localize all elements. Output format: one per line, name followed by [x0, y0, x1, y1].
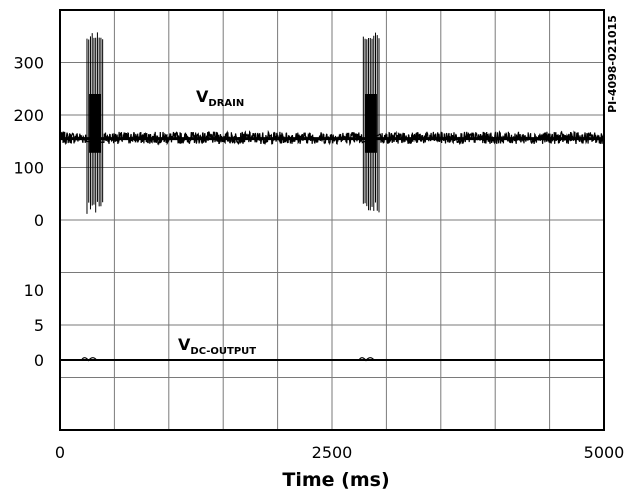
series-label-vdc-output: VDC-OUTPUT [178, 335, 256, 357]
traces [59, 32, 605, 362]
x-tick-label: 0 [55, 443, 65, 462]
y-axis-ticks: 300 200 100 0 10 5 0 [13, 54, 44, 371]
y-tick-label: 300 [13, 54, 44, 73]
y-tick-label: 5 [34, 316, 44, 335]
plot-frame [59, 9, 605, 431]
y-tick-label: 0 [34, 211, 44, 230]
grid-lines [60, 10, 604, 430]
y-tick-label: 10 [24, 281, 44, 300]
vdc-output-bump [358, 357, 375, 362]
y-tick-label: 200 [13, 106, 44, 125]
x-axis-ticks: 0 2500 5000 [55, 443, 624, 462]
vdc-output-bump [81, 357, 98, 362]
series-label-vdrain: VDRAIN [196, 87, 244, 109]
y-tick-label: 0 [34, 351, 44, 370]
x-tick-label: 2500 [312, 443, 353, 462]
vdrain-burst [362, 32, 380, 213]
vdrain-burst-envelope [365, 94, 377, 153]
y-tick-label: 100 [13, 159, 44, 178]
reference-code: PI-4098-021015 [606, 15, 619, 113]
vdrain-burst-envelope [89, 94, 101, 153]
vdrain-burst [86, 32, 104, 214]
x-tick-label: 5000 [584, 443, 625, 462]
x-axis-label: Time (ms) [282, 469, 389, 491]
